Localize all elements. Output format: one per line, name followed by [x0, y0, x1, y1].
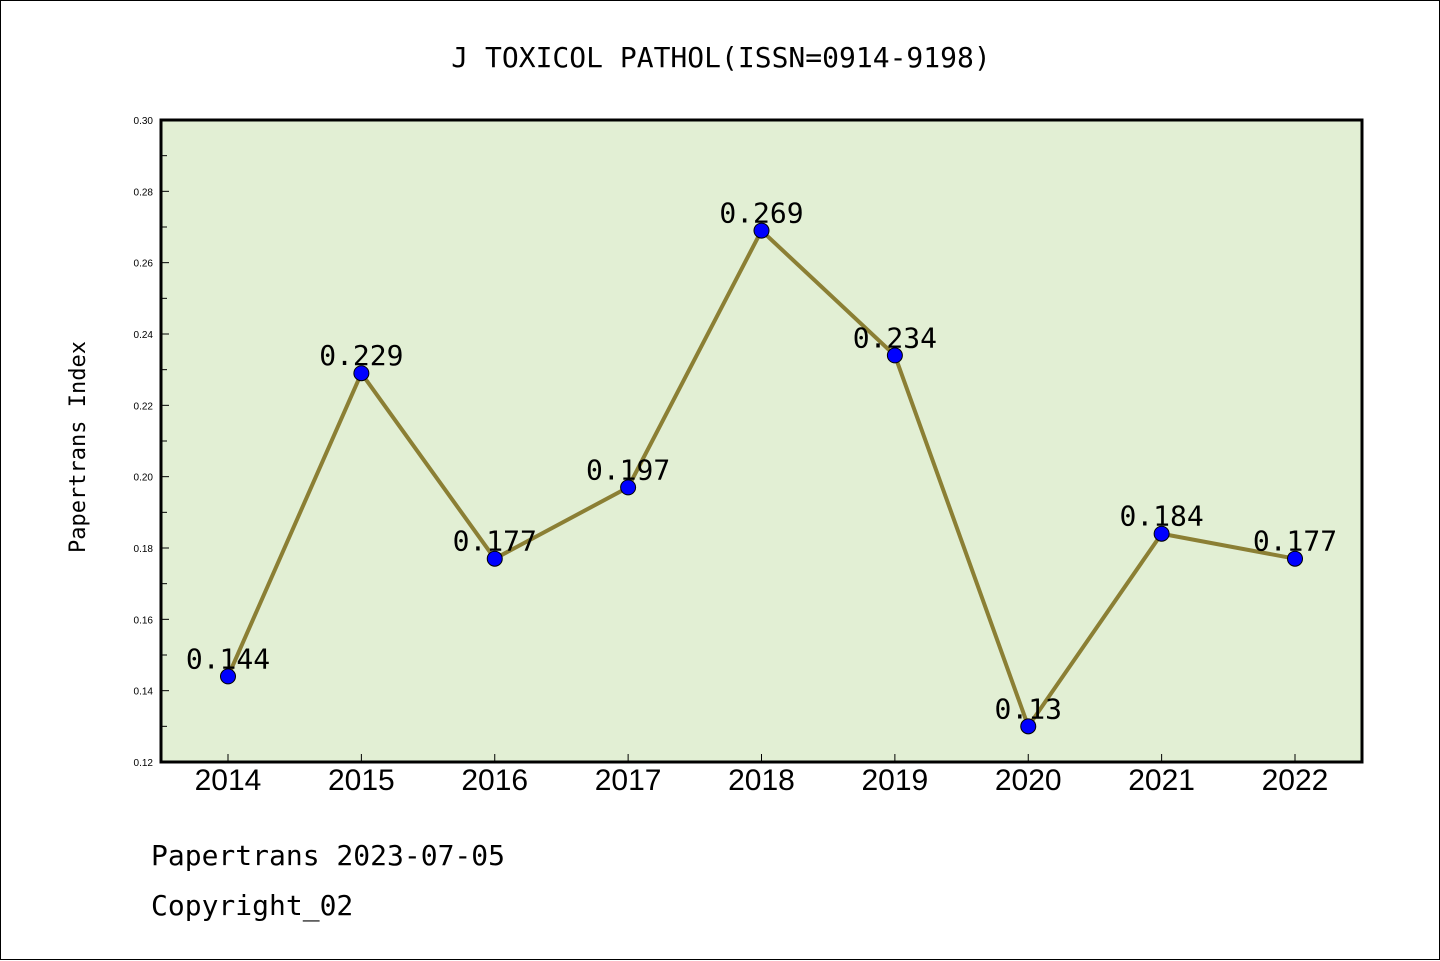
x-axis-ticks: 2014 2015 2016 2017 2018 2019 2020 2021 2022	[195, 754, 1329, 797]
y-tick-label: 0.30	[134, 116, 154, 127]
x-tick-label: 2018	[728, 764, 795, 797]
data-label: 0.144	[186, 642, 270, 675]
x-tick-label: 2016	[461, 764, 528, 797]
x-tick-label: 2020	[995, 764, 1062, 797]
data-point	[220, 668, 236, 685]
y-tick-label: 0.14	[134, 687, 154, 698]
data-label: 0.177	[453, 525, 537, 558]
chart-title: J TOXICOL PATHOL(ISSN=0914-9198)	[451, 41, 990, 74]
y-axis-ticks: 0.12 0.14 0.16 0.18 0.20 0.22 0.24 0.26 0.28 0.30	[134, 116, 169, 769]
y-tick-label: 0.12	[134, 758, 154, 769]
data-label: 0.13	[995, 692, 1062, 725]
footer-date: Papertrans 2023-07-05	[151, 839, 505, 872]
x-tick-label: 2015	[328, 764, 395, 797]
y-tick-label: 0.20	[134, 473, 154, 484]
x-tick-label: 2019	[862, 764, 929, 797]
y-tick-label: 0.26	[134, 259, 154, 270]
y-tick-label: 0.18	[134, 544, 154, 555]
data-label: 0.184	[1119, 500, 1203, 533]
data-label: 0.234	[853, 321, 937, 354]
data-label: 0.269	[719, 197, 803, 230]
data-point	[1287, 550, 1303, 567]
data-point	[486, 550, 503, 567]
data-label: 0.177	[1253, 525, 1337, 558]
x-tick-label: 2014	[195, 764, 262, 797]
data-point	[1020, 718, 1037, 735]
data-point	[620, 479, 637, 496]
data-label: 0.197	[586, 453, 670, 486]
y-tick-label: 0.24	[134, 330, 154, 341]
x-tick-label: 2022	[1262, 764, 1329, 797]
x-tick-label: 2017	[595, 764, 662, 797]
data-point	[753, 222, 770, 239]
data-point	[1153, 525, 1170, 542]
footer-copyright: Copyright_02	[151, 889, 353, 923]
y-tick-label: 0.22	[134, 401, 154, 412]
data-point	[886, 347, 903, 364]
y-tick-label: 0.28	[134, 187, 154, 198]
series-points	[220, 222, 1303, 735]
data-labels: 0.144 0.229 0.177 0.197 0.269 0.234 0.13 0.184 0…	[186, 197, 1337, 726]
data-label: 0.229	[319, 339, 403, 372]
y-axis-label: Papertrans Index	[66, 341, 91, 553]
y-tick-label: 0.16	[134, 615, 154, 626]
x-tick-label: 2021	[1128, 764, 1195, 797]
data-point	[353, 365, 370, 382]
